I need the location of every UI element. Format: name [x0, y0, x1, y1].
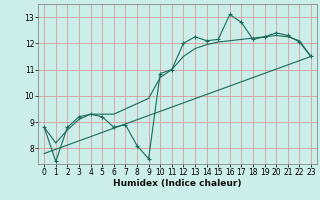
- X-axis label: Humidex (Indice chaleur): Humidex (Indice chaleur): [113, 179, 242, 188]
